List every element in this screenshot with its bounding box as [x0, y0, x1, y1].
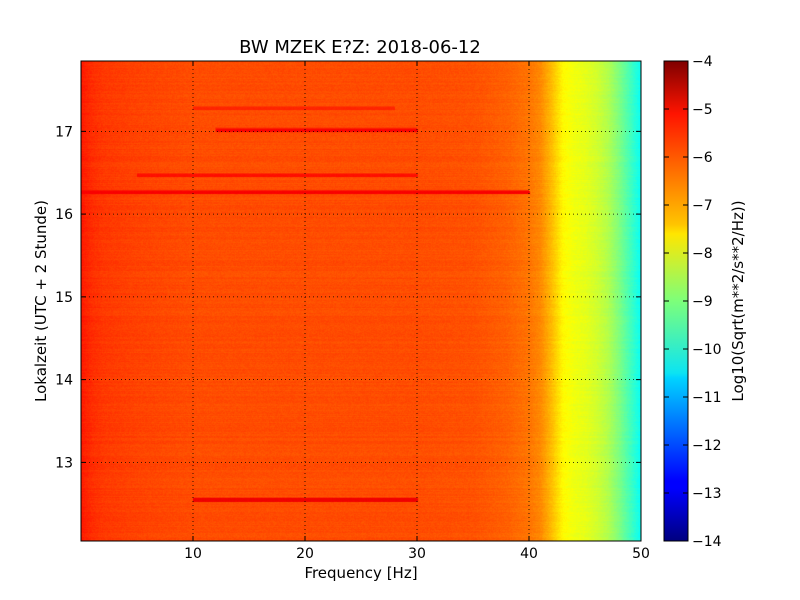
colorbar-tick-label: −13 — [692, 486, 722, 502]
plot-frame — [80, 60, 642, 542]
y-tick-label: 16 — [55, 207, 73, 223]
x-tick-label: 50 — [632, 546, 650, 562]
heatmap-image — [81, 61, 641, 541]
x-axis-label: Frequency [Hz] — [304, 564, 417, 582]
colorbar-tick-label: −4 — [692, 54, 713, 70]
colorbar-tick-label: −12 — [692, 438, 722, 454]
x-tick-label: 40 — [520, 546, 538, 562]
y-axis-label: Lokalzeit (UTC + 2 Stunde) — [32, 200, 50, 402]
band-events — [81, 106, 529, 502]
colorbar-label: Log10(Sqrt(m**2/s**2/Hz)) — [729, 200, 747, 401]
plot-area: 10 20 30 40 50 13 14 15 16 17 — [55, 60, 650, 562]
chart-title: BW MZEK E?Z: 2018-06-12 — [239, 37, 481, 58]
band-event — [215, 127, 417, 132]
band-event — [81, 189, 529, 194]
colorbar-tick-label: −11 — [692, 390, 722, 406]
y-tick-label: 15 — [55, 290, 73, 306]
y-tick-label: 13 — [55, 455, 73, 471]
band-event — [137, 173, 417, 178]
x-axis-ticks: 10 20 30 40 50 — [184, 61, 650, 562]
x-tick-label: 20 — [296, 546, 314, 562]
colorbar-tick-label: −10 — [692, 342, 722, 358]
y-tick-label: 14 — [55, 373, 73, 389]
colorbar-ticks: −4 −5 −6 −7 −8 −9 −10 −11 −12 −13 −14 — [664, 54, 722, 550]
colorbar: −4 −5 −6 −7 −8 −9 −10 −11 −12 −13 −14 Log10(Sqrt(m… — [663, 54, 747, 550]
x-tick-label: 30 — [408, 546, 426, 562]
colorbar-tick-label: −14 — [692, 534, 722, 550]
colorbar-tick-label: −9 — [692, 294, 713, 310]
colorbar-tick-label: −7 — [692, 198, 713, 214]
colorbar-tick-label: −8 — [692, 246, 713, 262]
colorbar-tick-label: −5 — [692, 102, 713, 118]
y-axis-ticks: 13 14 15 16 17 — [55, 124, 641, 471]
band-event — [193, 106, 395, 111]
x-tick-label: 10 — [184, 546, 202, 562]
band-event — [193, 497, 417, 502]
y-tick-label: 17 — [55, 124, 73, 140]
colorbar-tick-label: −6 — [692, 150, 713, 166]
